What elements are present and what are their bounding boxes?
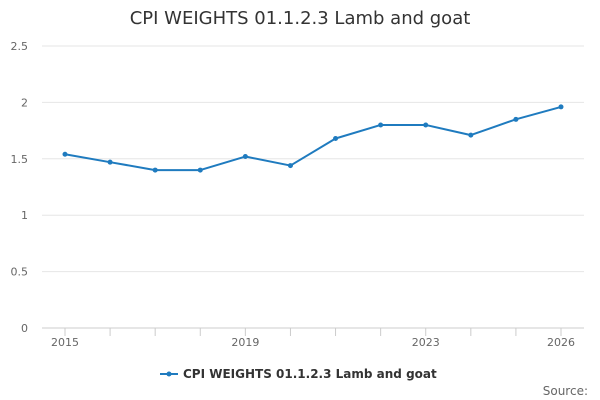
chart-title: CPI WEIGHTS 01.1.2.3 Lamb and goat — [130, 8, 471, 29]
x-tick-label: 2023 — [412, 336, 440, 349]
data-point[interactable] — [287, 163, 293, 169]
series-line — [64, 105, 562, 172]
data-point[interactable] — [513, 116, 519, 122]
y-tick-label: 2 — [21, 96, 28, 109]
y-tick-label: 0.5 — [11, 266, 29, 279]
x-axis: 2015 2019 2023 2026 — [51, 328, 575, 349]
data-point[interactable] — [62, 151, 68, 157]
legend-marker — [166, 371, 172, 377]
data-point[interactable] — [468, 132, 474, 138]
legend[interactable]: CPI WEIGHTS 01.1.2.3 Lamb and goat — [160, 367, 437, 381]
data-point[interactable] — [333, 135, 339, 141]
grid-lines — [42, 45, 584, 329]
source-label: Source: — [543, 384, 588, 398]
y-tick-label: 0 — [21, 322, 28, 335]
y-tick-label: 1 — [21, 209, 28, 222]
series-layer — [62, 104, 564, 173]
data-point[interactable] — [197, 167, 203, 173]
legend-label: CPI WEIGHTS 01.1.2.3 Lamb and goat — [183, 367, 437, 381]
y-axis-labels: 0 0.5 1 1.5 2 2.5 — [11, 40, 29, 335]
x-tick-label: 2019 — [231, 336, 259, 349]
y-tick-label: 2.5 — [11, 40, 29, 53]
data-point[interactable] — [378, 122, 384, 128]
data-point[interactable] — [107, 159, 113, 165]
data-point[interactable] — [423, 122, 429, 128]
x-tick-label: 2015 — [51, 336, 79, 349]
x-tick-label: 2026 — [547, 336, 575, 349]
data-point[interactable] — [152, 167, 158, 173]
data-point[interactable] — [558, 104, 564, 110]
y-tick-label: 1.5 — [11, 153, 29, 166]
data-point[interactable] — [242, 154, 248, 160]
